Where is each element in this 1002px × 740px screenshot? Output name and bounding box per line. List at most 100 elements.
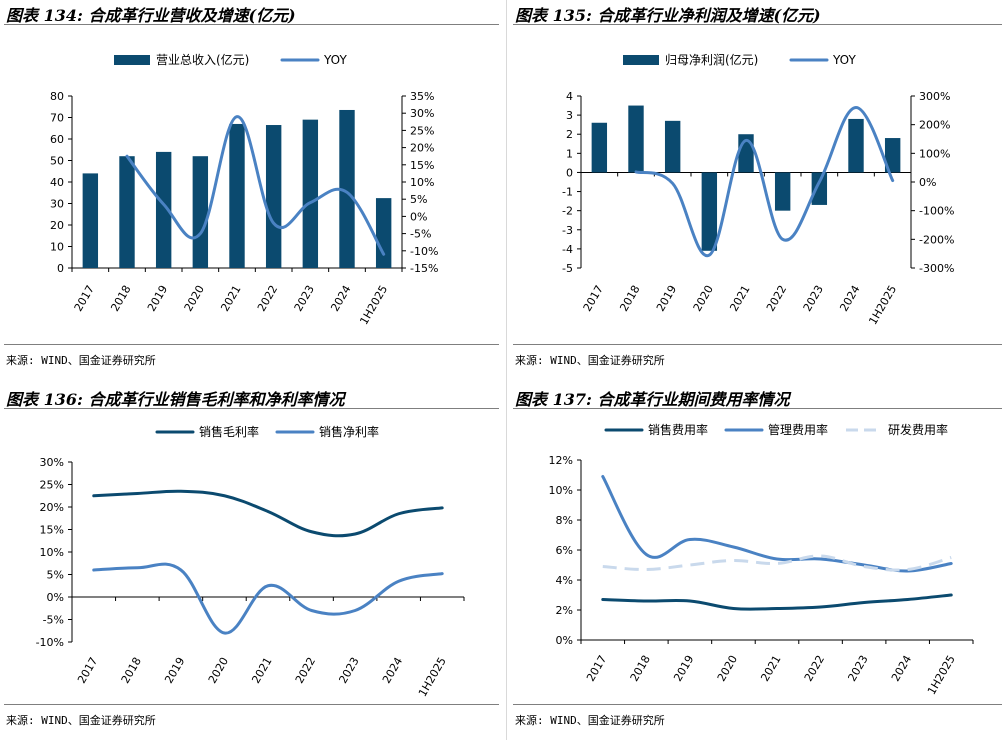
x-tick-label: 2017 bbox=[72, 283, 97, 314]
bar bbox=[664, 120, 681, 173]
y-tick-label-left: 0% bbox=[47, 591, 64, 604]
chart-panel-expense-ratios: 图表 137: 合成革行业期间费用率情况 0% 2% 4% 6% 8% 10% 12% 201… bbox=[513, 384, 1002, 736]
y-tick-label-right: -10% bbox=[410, 245, 438, 258]
x-tick-label: 2019 bbox=[145, 283, 170, 314]
source-note: 来源: WIND、国金证券研究所 bbox=[6, 714, 156, 727]
chart-panel-revenue: 图表 134: 合成革行业营收及增速(亿元) 0 10 20 30 40 50 60 70 80… bbox=[4, 0, 499, 372]
bar bbox=[774, 172, 791, 211]
y-tick-label-left: 25% bbox=[40, 479, 64, 492]
x-tick-label: 2018 bbox=[108, 283, 133, 314]
source-note: 来源: WIND、国金证券研究所 bbox=[515, 354, 665, 367]
series-line bbox=[125, 115, 386, 256]
x-tick-label: 2024 bbox=[837, 283, 862, 314]
y-tick-label-left: 10% bbox=[40, 546, 64, 559]
bar bbox=[884, 138, 901, 173]
y-tick-label-left: 15% bbox=[40, 524, 64, 537]
legend-swatch bbox=[114, 55, 150, 65]
bar bbox=[701, 172, 718, 251]
y-tick-label-left: -2 bbox=[562, 205, 573, 218]
x-tick-label: 2021 bbox=[758, 653, 783, 684]
y-tick-label-left: 5% bbox=[47, 569, 64, 582]
legend-swatch bbox=[623, 55, 659, 65]
x-tick-label: 2018 bbox=[628, 653, 653, 684]
y-tick-label-right: 300% bbox=[919, 90, 950, 103]
y-tick-label-right: -200% bbox=[919, 233, 954, 246]
source-rule bbox=[4, 344, 499, 345]
x-tick-label: 2020 bbox=[206, 655, 231, 686]
source-note: 来源: WIND、国金证券研究所 bbox=[6, 354, 156, 367]
chart-panel-margins: 图表 136: 合成革行业销售毛利率和净利率情况 -10% -5% 0% 5% 10% 1… bbox=[4, 384, 499, 736]
y-tick-label-left: 2% bbox=[556, 604, 573, 617]
panel-title: 图表 135: 合成革行业净利润及增速(亿元) bbox=[515, 6, 821, 25]
panel-divider bbox=[506, 0, 507, 740]
bar bbox=[155, 151, 172, 268]
series-line bbox=[601, 593, 953, 611]
y-tick-label-left: 70 bbox=[50, 112, 64, 125]
bar bbox=[302, 119, 319, 269]
x-tick-label: 2021 bbox=[249, 655, 274, 686]
y-tick-label-right: 20% bbox=[410, 142, 434, 155]
bar bbox=[82, 173, 99, 268]
legend-label: 管理费用率 bbox=[768, 422, 828, 437]
chart-panel-net-profit: 图表 135: 合成革行业净利润及增速(亿元) -5 -4 -3 -2 -1 0 1 2 3 4-… bbox=[513, 0, 1002, 372]
y-tick-label-right: 0% bbox=[410, 210, 427, 223]
y-tick-label-left: 30 bbox=[50, 198, 64, 211]
x-tick-label: 2020 bbox=[182, 283, 207, 314]
bar bbox=[811, 172, 828, 205]
bar bbox=[265, 125, 282, 269]
y-tick-label-left: 8% bbox=[556, 514, 573, 527]
source-rule bbox=[513, 344, 1002, 345]
title-rule bbox=[513, 24, 1002, 25]
y-tick-label-right: 200% bbox=[919, 119, 950, 132]
y-tick-label-left: -5% bbox=[43, 614, 64, 627]
x-tick-label: 2021 bbox=[218, 283, 243, 314]
x-tick-label: 2018 bbox=[119, 655, 144, 686]
y-tick-label-right: 0% bbox=[919, 176, 936, 189]
y-tick-label-right: 10% bbox=[410, 176, 434, 189]
y-tick-label-right: -100% bbox=[919, 205, 954, 218]
y-tick-label-left: -4 bbox=[562, 243, 573, 256]
expense-ratio-chart: 0% 2% 4% 6% 8% 10% 12% 2017 2018 2019 2020 2021 2022… bbox=[549, 422, 974, 697]
y-tick-label-left: 20% bbox=[40, 501, 64, 514]
source-rule bbox=[4, 704, 499, 705]
x-tick-label: 2024 bbox=[889, 653, 914, 684]
margin-chart: -10% -5% 0% 5% 10% 15% 20% 25% 30% 2017 2018 2019 20… bbox=[36, 424, 465, 699]
legend-label: YOY bbox=[832, 53, 856, 67]
panel-title: 图表 136: 合成革行业销售毛利率和净利率情况 bbox=[6, 390, 345, 409]
y-tick-label-right: 15% bbox=[410, 159, 434, 172]
x-tick-label: 2020 bbox=[715, 653, 740, 684]
x-tick-label: 2022 bbox=[802, 653, 827, 684]
y-tick-label-left: 0 bbox=[57, 262, 64, 275]
bar bbox=[229, 123, 245, 268]
bar bbox=[119, 156, 135, 268]
y-tick-label-left: 10 bbox=[50, 241, 64, 254]
x-tick-label: 2024 bbox=[328, 283, 353, 314]
y-tick-label-left: 60 bbox=[50, 133, 64, 146]
x-tick-label: 2019 bbox=[654, 283, 679, 314]
x-tick-label: 2017 bbox=[75, 655, 100, 686]
legend-label: YOY bbox=[323, 53, 347, 67]
x-tick-label: 2019 bbox=[671, 653, 696, 684]
series-line bbox=[602, 554, 952, 572]
revenue-chart: 0 10 20 30 40 50 60 70 80 -15% -10% -5% 0% 5% 10% 15% 20… bbox=[50, 52, 438, 327]
panel-title: 图表 134: 合成革行业营收及增速(亿元) bbox=[6, 6, 296, 25]
x-tick-label: 2022 bbox=[764, 283, 789, 314]
y-tick-label-left: 0 bbox=[566, 166, 573, 179]
bar bbox=[192, 156, 209, 268]
y-tick-label-left: 1 bbox=[566, 147, 573, 160]
y-tick-label-left: 2 bbox=[566, 128, 573, 141]
x-tick-label: 2018 bbox=[617, 283, 642, 314]
y-tick-label-left: 80 bbox=[50, 90, 64, 103]
x-tick-label: 2023 bbox=[336, 655, 361, 686]
y-tick-label-left: 12% bbox=[549, 454, 573, 467]
x-tick-label: 2024 bbox=[380, 655, 405, 686]
y-tick-label-right: 25% bbox=[410, 124, 434, 137]
series-line bbox=[601, 475, 953, 573]
y-tick-label-left: 30% bbox=[40, 456, 64, 469]
x-tick-label: 2023 bbox=[845, 653, 870, 684]
x-tick-label: 1H2025 bbox=[357, 283, 390, 327]
x-tick-label: 2021 bbox=[727, 283, 752, 314]
x-tick-label: 2022 bbox=[293, 655, 318, 686]
legend-label: 营业总收入(亿元) bbox=[156, 52, 249, 67]
x-tick-label: 2023 bbox=[292, 283, 317, 314]
